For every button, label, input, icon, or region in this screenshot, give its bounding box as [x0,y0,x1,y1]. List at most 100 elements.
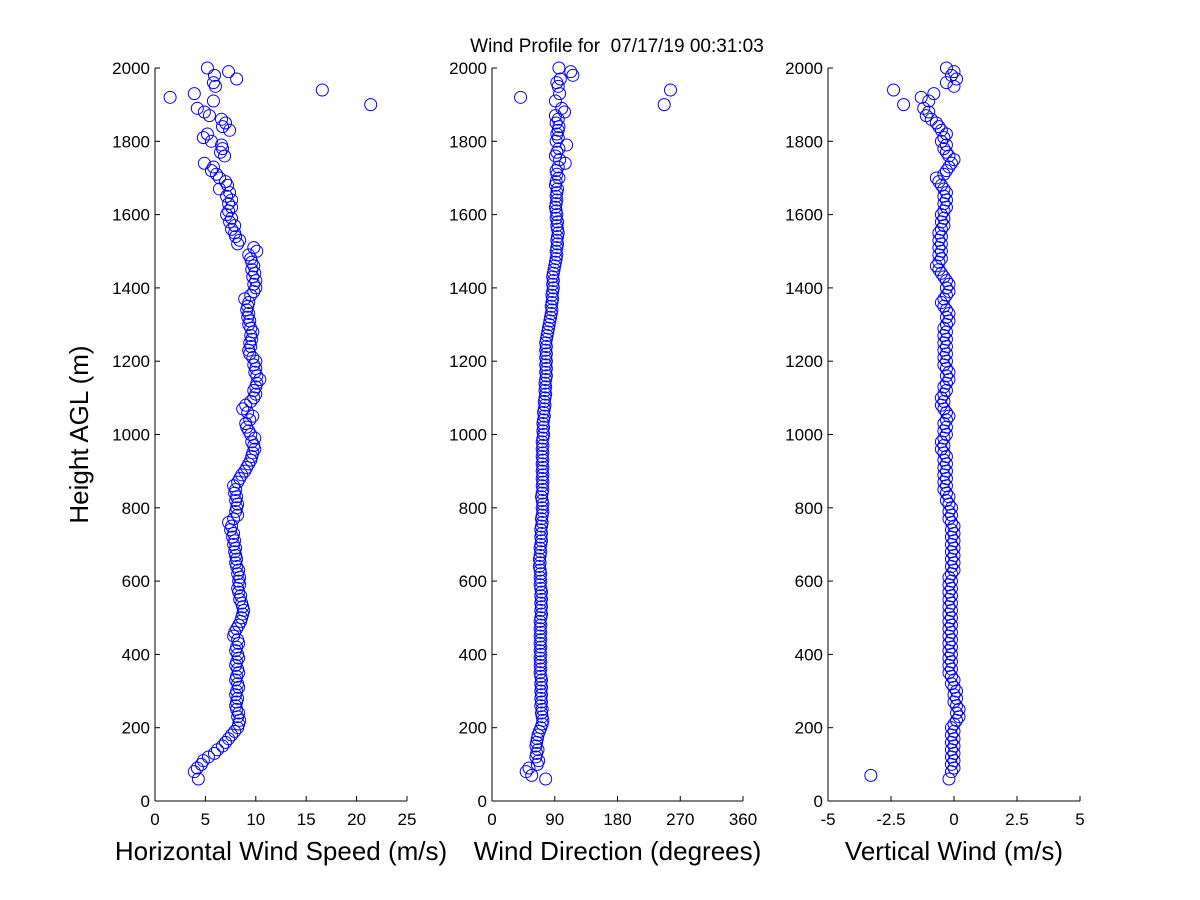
direction-data-point [663,83,677,97]
vertical-data-point [864,768,878,782]
speed-data-point [235,468,249,482]
speed-data-point [250,244,264,258]
speed-data-point [231,633,245,647]
speed-data-point [244,329,258,343]
speed-y-tick-label: 1400 [112,279,150,298]
speed-data-point [249,387,263,401]
vertical-data-point [947,65,961,79]
speed-data-point [238,464,252,478]
speed-data-point [233,471,247,485]
direction-data-point [553,153,567,167]
direction-y-tick-label: 600 [459,572,487,591]
vertical-data-point [937,270,951,284]
speed-data-point [204,164,218,178]
speed-data-point [221,178,235,192]
vertical-y-tick-label: 1800 [785,132,823,151]
speed-data-point [187,87,201,101]
speed-data-point [234,589,248,603]
vertical-data-point [934,134,948,148]
speed-data-point [247,277,261,291]
vertical-y-tick-label: 1400 [785,279,823,298]
speed-x-tick-label: 0 [150,810,159,829]
speed-data-point [207,68,221,82]
direction-data-point [549,134,563,148]
speed-data-point [246,351,260,365]
vertical-data-point [937,182,951,196]
speed-data-point [242,307,256,321]
direction-x-tick-label: 90 [545,810,564,829]
direction-data-point [514,90,528,104]
speed-data-point [239,417,253,431]
direction-data-point [566,68,580,82]
speed-data-point [216,120,230,134]
vertical-data-point [942,772,956,786]
speed-data-point [231,662,245,676]
speed-data-point [222,197,236,211]
direction-y-tick-label: 2000 [449,59,487,78]
speed-y-tick-label: 1000 [112,426,150,445]
vertical-data-point [939,274,953,288]
speed-data-point [230,622,244,636]
speed-data-point [247,241,261,255]
speed-data-point [206,94,220,108]
speed-data-point [230,655,244,669]
direction-data-point [548,94,562,108]
speed-data-point [196,131,210,145]
direction-data-point [552,171,566,185]
vertical-data-point [887,83,901,97]
speed-y-tick-label: 0 [141,792,150,811]
speed-data-point [197,156,211,170]
speed-data-point [230,72,244,86]
vertical-data-point [944,721,958,735]
speed-y-tick-label: 200 [122,719,150,738]
speed-data-point [242,296,256,310]
speed-data-point [228,226,242,240]
speed-x-tick-label: 10 [246,810,265,829]
speed-data-point [200,61,214,75]
speed-data-point [222,65,236,79]
speed-data-point [214,145,228,159]
vertical-data-point [939,164,953,178]
speed-data-point [206,76,220,90]
direction-data-point [522,761,536,775]
direction-data-point [553,72,567,86]
speed-x-axis-label: Horizontal Wind Speed (m/s) [115,836,447,866]
speed-data-point [242,424,256,438]
vertical-data-point [939,61,953,75]
direction-data-point [550,145,564,159]
speed-x-tick-label: 15 [297,810,316,829]
direction-y-tick-label: 1200 [449,352,487,371]
speed-data-point [187,765,201,779]
vertical-x-tick-label: 2.5 [1005,810,1029,829]
speed-data-point [220,189,234,203]
speed-y-tick-label: 600 [122,572,150,591]
speed-x-tick-label: 5 [201,810,210,829]
direction-x-tick-label: 270 [666,810,694,829]
speed-data-point [231,647,245,661]
speed-data-point [231,508,245,522]
speed-data-point [163,90,177,104]
speed-data-point [190,101,204,115]
speed-data-point [232,706,246,720]
vertical-data-point [934,296,948,310]
speed-data-point [247,391,261,405]
vertical-data-point [942,277,956,291]
vertical-y-tick-label: 0 [814,792,823,811]
speed-data-point [227,526,241,540]
speed-data-point [197,105,211,119]
vertical-data-point [919,109,933,123]
direction-x-tick-label: 180 [603,810,631,829]
speed-data-point [364,98,378,112]
direction-data-point [552,61,566,75]
speed-data-point [213,171,227,185]
speed-data-point [219,116,233,130]
speed-data-point [225,200,239,214]
vertical-y-tick-label: 1200 [785,352,823,371]
direction-data-point [558,105,572,119]
speed-y-axis-label: Height AGL (m) [64,345,94,523]
vertical-y-tick-label: 1600 [785,206,823,225]
vertical-data-point [914,90,928,104]
speed-data-point [223,215,237,229]
